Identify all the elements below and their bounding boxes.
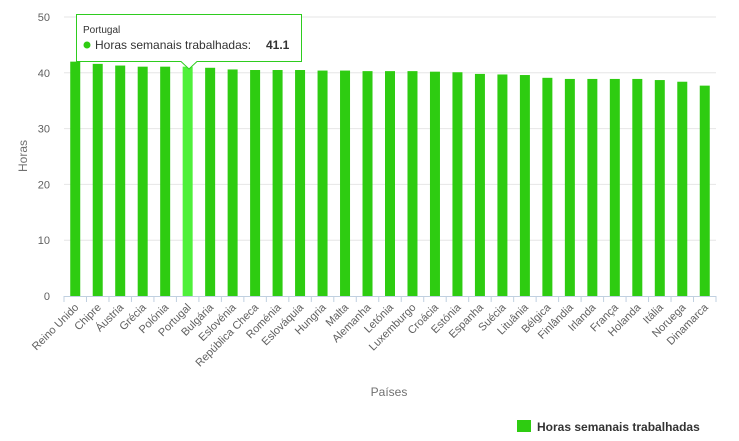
bar[interactable] bbox=[474, 73, 485, 296]
bar[interactable] bbox=[385, 71, 395, 296]
legend[interactable]: Horas semanais trabalhadas bbox=[517, 420, 700, 434]
bar[interactable] bbox=[295, 70, 306, 296]
y-tick-label: 20 bbox=[38, 179, 50, 191]
y-axis-title: Horas bbox=[16, 140, 30, 172]
bars[interactable] bbox=[70, 61, 710, 297]
bar[interactable] bbox=[362, 71, 373, 296]
y-tick-label: 40 bbox=[38, 68, 50, 80]
bar[interactable] bbox=[677, 81, 688, 296]
bar[interactable] bbox=[452, 72, 463, 296]
y-tick-label: 10 bbox=[38, 235, 50, 247]
tooltip: Portugal Horas semanais trabalhadas: 41.… bbox=[76, 14, 302, 70]
x-axis-title: Países bbox=[371, 385, 408, 399]
x-axis-ticks: Reino UnidoChipreÁustriaGréciaPolóniaPor… bbox=[30, 296, 717, 369]
tooltip-series-label: Horas semanais trabalhadas: bbox=[95, 38, 251, 52]
x-tick-label: Reino Unido bbox=[30, 302, 81, 353]
bar[interactable] bbox=[519, 75, 530, 296]
tooltip-category: Portugal bbox=[83, 25, 120, 36]
tooltip-value: 41.1 bbox=[266, 38, 290, 52]
bar[interactable] bbox=[92, 63, 103, 296]
bar[interactable] bbox=[340, 70, 351, 297]
bar[interactable] bbox=[564, 78, 575, 296]
y-tick-label: 50 bbox=[38, 12, 50, 24]
y-axis-ticks: 0 10 20 30 40 50 bbox=[38, 12, 50, 303]
bar[interactable] bbox=[227, 69, 238, 297]
bar[interactable] bbox=[429, 71, 440, 297]
bar[interactable] bbox=[70, 61, 81, 296]
legend-label: Horas semanais trabalhadas bbox=[537, 420, 700, 434]
bar[interactable] bbox=[542, 77, 553, 297]
bar[interactable] bbox=[699, 85, 710, 296]
bar[interactable] bbox=[632, 78, 643, 296]
bar[interactable] bbox=[609, 78, 620, 296]
tooltip-series-marker bbox=[83, 41, 91, 49]
bar[interactable] bbox=[160, 66, 171, 296]
bar[interactable] bbox=[115, 65, 126, 297]
bar[interactable] bbox=[250, 70, 261, 296]
bar[interactable] bbox=[272, 70, 283, 296]
legend-swatch bbox=[517, 420, 531, 432]
bar[interactable] bbox=[407, 71, 418, 296]
y-tick-label: 0 bbox=[44, 291, 50, 303]
bar[interactable] bbox=[587, 78, 598, 296]
bar[interactable] bbox=[137, 66, 148, 296]
bar[interactable] bbox=[317, 70, 328, 297]
bar[interactable] bbox=[205, 67, 216, 296]
y-tick-label: 30 bbox=[38, 124, 50, 136]
tooltip-box bbox=[76, 14, 302, 70]
bar[interactable] bbox=[182, 66, 193, 296]
bar[interactable] bbox=[654, 80, 665, 296]
bar[interactable] bbox=[497, 74, 508, 296]
